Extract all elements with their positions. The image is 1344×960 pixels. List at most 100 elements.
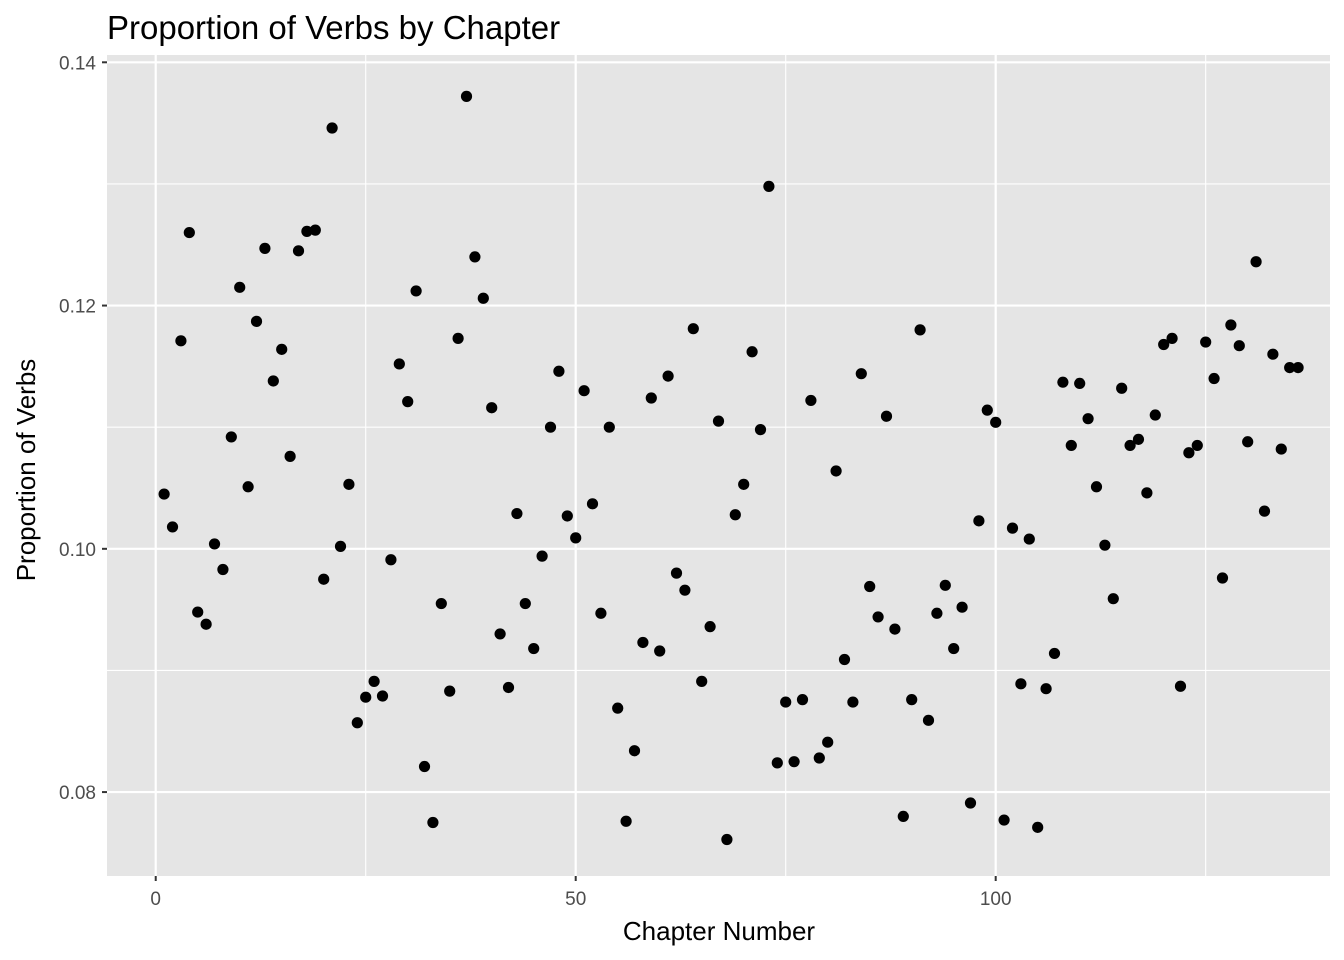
- data-point: [183, 226, 195, 239]
- data-point: [351, 717, 363, 729]
- data-point: [578, 385, 590, 397]
- data-point: [544, 421, 557, 433]
- data-point: [830, 465, 842, 477]
- data-point: [1250, 256, 1262, 268]
- data-point: [393, 358, 405, 370]
- data-point: [1074, 377, 1086, 389]
- data-point: [1099, 539, 1111, 551]
- data-point: [494, 628, 506, 640]
- data-point: [444, 685, 456, 697]
- data-point: [1065, 439, 1077, 452]
- data-point: [528, 642, 540, 655]
- data-point: [1166, 332, 1178, 344]
- data-point: [242, 481, 254, 493]
- data-point: [158, 488, 170, 500]
- data-point: [309, 224, 321, 236]
- data-point: [603, 421, 615, 433]
- axis-ticks: 0 50 100 0.08 0.10 0.12 0.14: [59, 53, 1012, 910]
- data-point: [250, 315, 263, 327]
- data-point: [1116, 382, 1128, 394]
- data-point: [318, 573, 330, 585]
- data-point: [687, 323, 699, 335]
- data-point: [1158, 338, 1170, 351]
- data-point: [1006, 522, 1019, 534]
- data-point: [855, 368, 867, 380]
- data-point: [931, 607, 943, 619]
- data-point: [595, 607, 607, 619]
- data-point: [721, 833, 733, 846]
- x-tick-label: 0: [150, 889, 161, 910]
- data-point: [990, 416, 1002, 428]
- data-point: [847, 696, 859, 708]
- data-point: [880, 410, 893, 422]
- data-point: [1208, 372, 1220, 385]
- data-point: [1040, 683, 1052, 695]
- data-point: [712, 415, 725, 427]
- data-point: [620, 815, 632, 827]
- data-point: [427, 816, 439, 829]
- y-tick-label: 0.08: [59, 783, 96, 804]
- data-point: [217, 563, 229, 576]
- data-point: [452, 332, 464, 344]
- data-point: [1090, 481, 1103, 493]
- data-point: [1242, 436, 1254, 448]
- data-point: [1183, 447, 1195, 459]
- y-tick-label: 0.12: [59, 297, 96, 318]
- data-point: [166, 521, 179, 533]
- data-point: [738, 478, 750, 490]
- data-point: [1284, 361, 1296, 374]
- data-point: [763, 180, 775, 192]
- data-point: [385, 554, 397, 566]
- data-point: [1107, 593, 1119, 605]
- data-point: [805, 394, 817, 407]
- data-point: [838, 653, 851, 666]
- data-point: [654, 645, 666, 657]
- data-point: [1082, 413, 1094, 425]
- data-point: [175, 335, 187, 347]
- data-point: [200, 618, 212, 630]
- data-point: [343, 478, 355, 490]
- data-point: [1032, 821, 1044, 833]
- data-point: [234, 281, 246, 293]
- data-point: [326, 122, 338, 134]
- data-point: [679, 584, 691, 596]
- data-point: [368, 675, 380, 687]
- data-point: [780, 696, 792, 708]
- data-point: [612, 702, 624, 714]
- data-point: [1057, 376, 1069, 388]
- data-point: [561, 510, 573, 522]
- data-point: [1225, 319, 1237, 331]
- data-point: [1149, 409, 1161, 421]
- data-point: [922, 714, 935, 726]
- data-point: [486, 402, 498, 414]
- x-tick-label: 100: [980, 889, 1012, 910]
- y-tick-label: 0.14: [59, 53, 96, 74]
- data-point: [872, 611, 884, 623]
- data-point: [729, 509, 741, 521]
- data-point: [418, 760, 431, 773]
- data-point: [410, 285, 422, 297]
- data-point: [1048, 647, 1061, 660]
- data-point: [1141, 487, 1153, 499]
- data-point: [973, 515, 985, 527]
- data-point: [788, 756, 800, 768]
- minor-gridlines: [107, 55, 1330, 876]
- data-point: [1174, 680, 1187, 692]
- chart-title: Proportion of Verbs by Chapter: [107, 9, 560, 46]
- data-point: [225, 431, 237, 443]
- data-point: [948, 642, 960, 655]
- data-point: [822, 736, 834, 748]
- x-tick-label: 50: [565, 889, 586, 910]
- data-point: [754, 424, 767, 436]
- data-point: [1023, 533, 1035, 545]
- data-point: [897, 810, 909, 823]
- data-point: [998, 814, 1010, 826]
- data-point: [813, 752, 825, 764]
- data-point: [796, 694, 809, 706]
- data-point: [502, 681, 515, 694]
- data-point: [696, 675, 708, 687]
- data-point: [511, 507, 523, 520]
- data-point: [981, 404, 993, 416]
- data-point: [1015, 678, 1027, 690]
- data-point: [259, 242, 271, 254]
